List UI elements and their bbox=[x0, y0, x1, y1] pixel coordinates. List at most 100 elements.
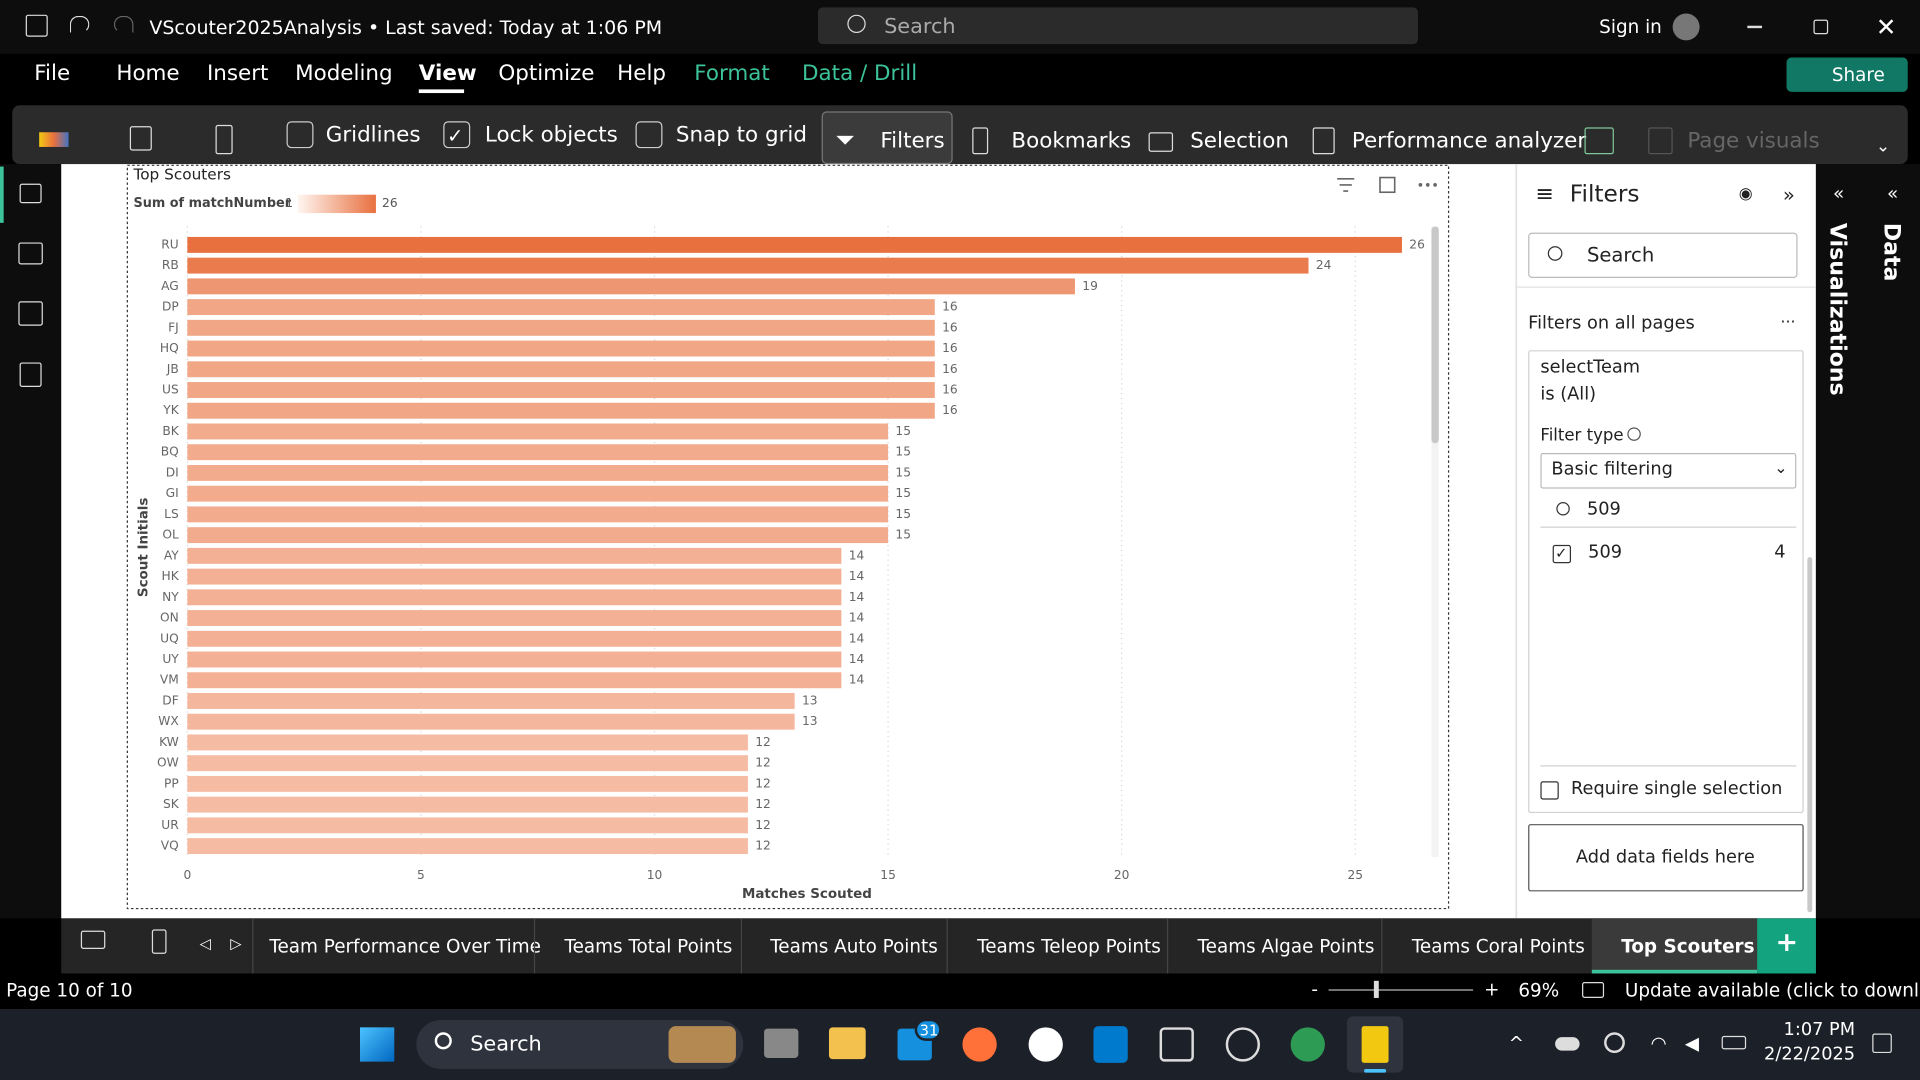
expand-visualizations[interactable]: « bbox=[1833, 182, 1845, 205]
search-box[interactable] bbox=[817, 7, 1418, 45]
zoom-in[interactable]: + bbox=[1484, 978, 1500, 1001]
avatar[interactable] bbox=[1672, 13, 1700, 41]
item-checkbox[interactable] bbox=[1552, 544, 1572, 564]
visibility-toggle[interactable]: ◉ bbox=[1738, 185, 1753, 204]
collapse-filters[interactable]: » bbox=[1782, 182, 1795, 207]
theme-icon[interactable] bbox=[39, 132, 69, 147]
page-tab[interactable] bbox=[946, 918, 1167, 974]
new-page-button[interactable] bbox=[1757, 918, 1816, 974]
battery[interactable] bbox=[1721, 1035, 1747, 1050]
menu-item[interactable]: Help bbox=[617, 61, 667, 87]
tray-chevron[interactable]: ^ bbox=[1508, 1032, 1524, 1055]
single-selection-label[interactable]: Require single selection bbox=[1571, 779, 1783, 799]
page-tab-label[interactable]: Teams Total Points bbox=[564, 935, 733, 958]
ribbon-label[interactable]: Lock objects bbox=[484, 123, 618, 148]
undo-icon[interactable] bbox=[69, 15, 90, 34]
filters-search-placeholder[interactable]: Search bbox=[1586, 242, 1655, 267]
data-pane-label[interactable]: Data bbox=[1878, 222, 1905, 282]
mobile-layout-icon[interactable] bbox=[151, 929, 167, 954]
snap-checkbox[interactable] bbox=[635, 121, 663, 149]
ribbon-label[interactable]: Bookmarks bbox=[1011, 129, 1132, 154]
filter-item[interactable]: 509 bbox=[1588, 542, 1623, 563]
visualizations-pane-label[interactable]: Visualizations bbox=[1824, 222, 1851, 396]
page-tab[interactable] bbox=[533, 918, 741, 974]
gridlines-checkbox[interactable] bbox=[286, 121, 314, 149]
ribbon-label[interactable]: Performance analyzer bbox=[1351, 129, 1587, 154]
zoom-out[interactable]: - bbox=[1311, 978, 1319, 1001]
filter-type-dropdown[interactable] bbox=[1540, 453, 1797, 489]
menu-item[interactable]: Data / Drill bbox=[802, 61, 918, 87]
power-bi[interactable] bbox=[1361, 1026, 1389, 1063]
sync-tray[interactable] bbox=[1604, 1032, 1625, 1054]
filter-type-value[interactable]: Basic filtering bbox=[1551, 459, 1673, 480]
filter-search[interactable] bbox=[1540, 493, 1797, 528]
ribbon-label[interactable]: Selection bbox=[1190, 129, 1289, 154]
menu-item[interactable]: Insert bbox=[206, 61, 269, 87]
ribbon-label[interactable]: Filters bbox=[880, 129, 945, 154]
dropdown-chevron[interactable]: ⌄ bbox=[1774, 459, 1788, 478]
share-label[interactable]: Share bbox=[1831, 63, 1885, 86]
menu-item[interactable]: Modeling bbox=[295, 61, 393, 87]
app-icon[interactable] bbox=[1290, 1027, 1325, 1062]
search-placeholder[interactable]: Search bbox=[884, 14, 956, 39]
page-tab[interactable] bbox=[252, 918, 534, 974]
minimize-button[interactable] bbox=[1747, 25, 1763, 28]
page-tab[interactable] bbox=[1166, 918, 1381, 974]
onedrive[interactable] bbox=[1555, 1037, 1580, 1051]
app-icon[interactable] bbox=[1159, 1027, 1194, 1062]
info-icon[interactable] bbox=[1627, 427, 1641, 441]
restore-button[interactable] bbox=[1813, 19, 1829, 35]
notifications[interactable] bbox=[1872, 1033, 1892, 1054]
page-tab[interactable] bbox=[1381, 918, 1592, 974]
update-notice[interactable]: Update available (click to download) bbox=[1624, 979, 1920, 1002]
more-options-icon[interactable] bbox=[1418, 183, 1437, 187]
page-tab-label[interactable]: Teams Algae Points bbox=[1197, 935, 1375, 958]
menu-item-active[interactable]: View bbox=[418, 61, 477, 87]
page-tab[interactable] bbox=[740, 918, 947, 974]
fit-page-icon[interactable] bbox=[1582, 982, 1605, 998]
section-more[interactable]: ··· bbox=[1780, 313, 1796, 333]
report-view-icon[interactable] bbox=[19, 183, 42, 204]
page-tab-label[interactable]: Team Performance Over Time bbox=[269, 935, 541, 958]
menu-item[interactable]: Optimize bbox=[498, 61, 595, 87]
menu-item[interactable]: Format bbox=[694, 61, 770, 87]
ribbon-label[interactable]: Gridlines bbox=[325, 123, 421, 148]
task-view[interactable] bbox=[764, 1028, 799, 1058]
volume[interactable]: ◀ bbox=[1684, 1032, 1700, 1055]
ribbon-label[interactable]: Snap to grid bbox=[675, 123, 807, 148]
page-tab-active[interactable] bbox=[1591, 918, 1758, 974]
wifi[interactable]: ◠ bbox=[1650, 1032, 1667, 1055]
add-fields-well[interactable] bbox=[1528, 824, 1804, 892]
clock-date[interactable]: 2/22/2025 bbox=[1764, 1044, 1856, 1065]
page-tab-label[interactable]: Teams Auto Points bbox=[770, 935, 938, 958]
start-button[interactable] bbox=[360, 1027, 395, 1062]
page-tab-label[interactable]: Teams Coral Points bbox=[1411, 935, 1585, 958]
firefox[interactable] bbox=[962, 1027, 997, 1062]
close-button[interactable]: ✕ bbox=[1875, 12, 1897, 42]
tab-prev[interactable]: ◁ bbox=[199, 935, 211, 953]
mobile-layout-icon[interactable] bbox=[215, 124, 233, 155]
zoom-thumb[interactable] bbox=[1373, 980, 1379, 998]
filter-visual-icon[interactable] bbox=[1337, 177, 1355, 192]
expand-data[interactable]: « bbox=[1886, 182, 1899, 205]
filter-search-value[interactable]: 509 bbox=[1586, 499, 1621, 520]
clock-time[interactable]: 1:07 PM bbox=[1783, 1020, 1856, 1040]
table-view-icon[interactable] bbox=[18, 242, 43, 265]
scrollbar-track[interactable] bbox=[1431, 226, 1439, 858]
zoom-slider[interactable] bbox=[1328, 989, 1474, 991]
vscode[interactable] bbox=[1093, 1026, 1128, 1063]
filters-scrollbar[interactable] bbox=[1807, 557, 1813, 913]
filters-search-box[interactable] bbox=[1528, 232, 1798, 278]
page-tab-label[interactable]: Top Scouters bbox=[1621, 935, 1755, 958]
zoom-level[interactable]: 69% bbox=[1518, 979, 1560, 1002]
sync-icon[interactable] bbox=[1584, 127, 1614, 155]
focus-mode-icon[interactable] bbox=[1379, 176, 1396, 194]
filter-field[interactable]: selectTeam bbox=[1540, 357, 1641, 378]
sign-in[interactable]: Sign in bbox=[1599, 15, 1662, 38]
app-icon[interactable] bbox=[1028, 1027, 1063, 1062]
page-view-icon[interactable] bbox=[129, 126, 152, 151]
model-view-icon[interactable] bbox=[18, 301, 43, 326]
tab-next[interactable]: ▷ bbox=[230, 935, 242, 953]
single-selection-checkbox[interactable] bbox=[1540, 781, 1559, 800]
save-icon[interactable] bbox=[25, 14, 48, 37]
